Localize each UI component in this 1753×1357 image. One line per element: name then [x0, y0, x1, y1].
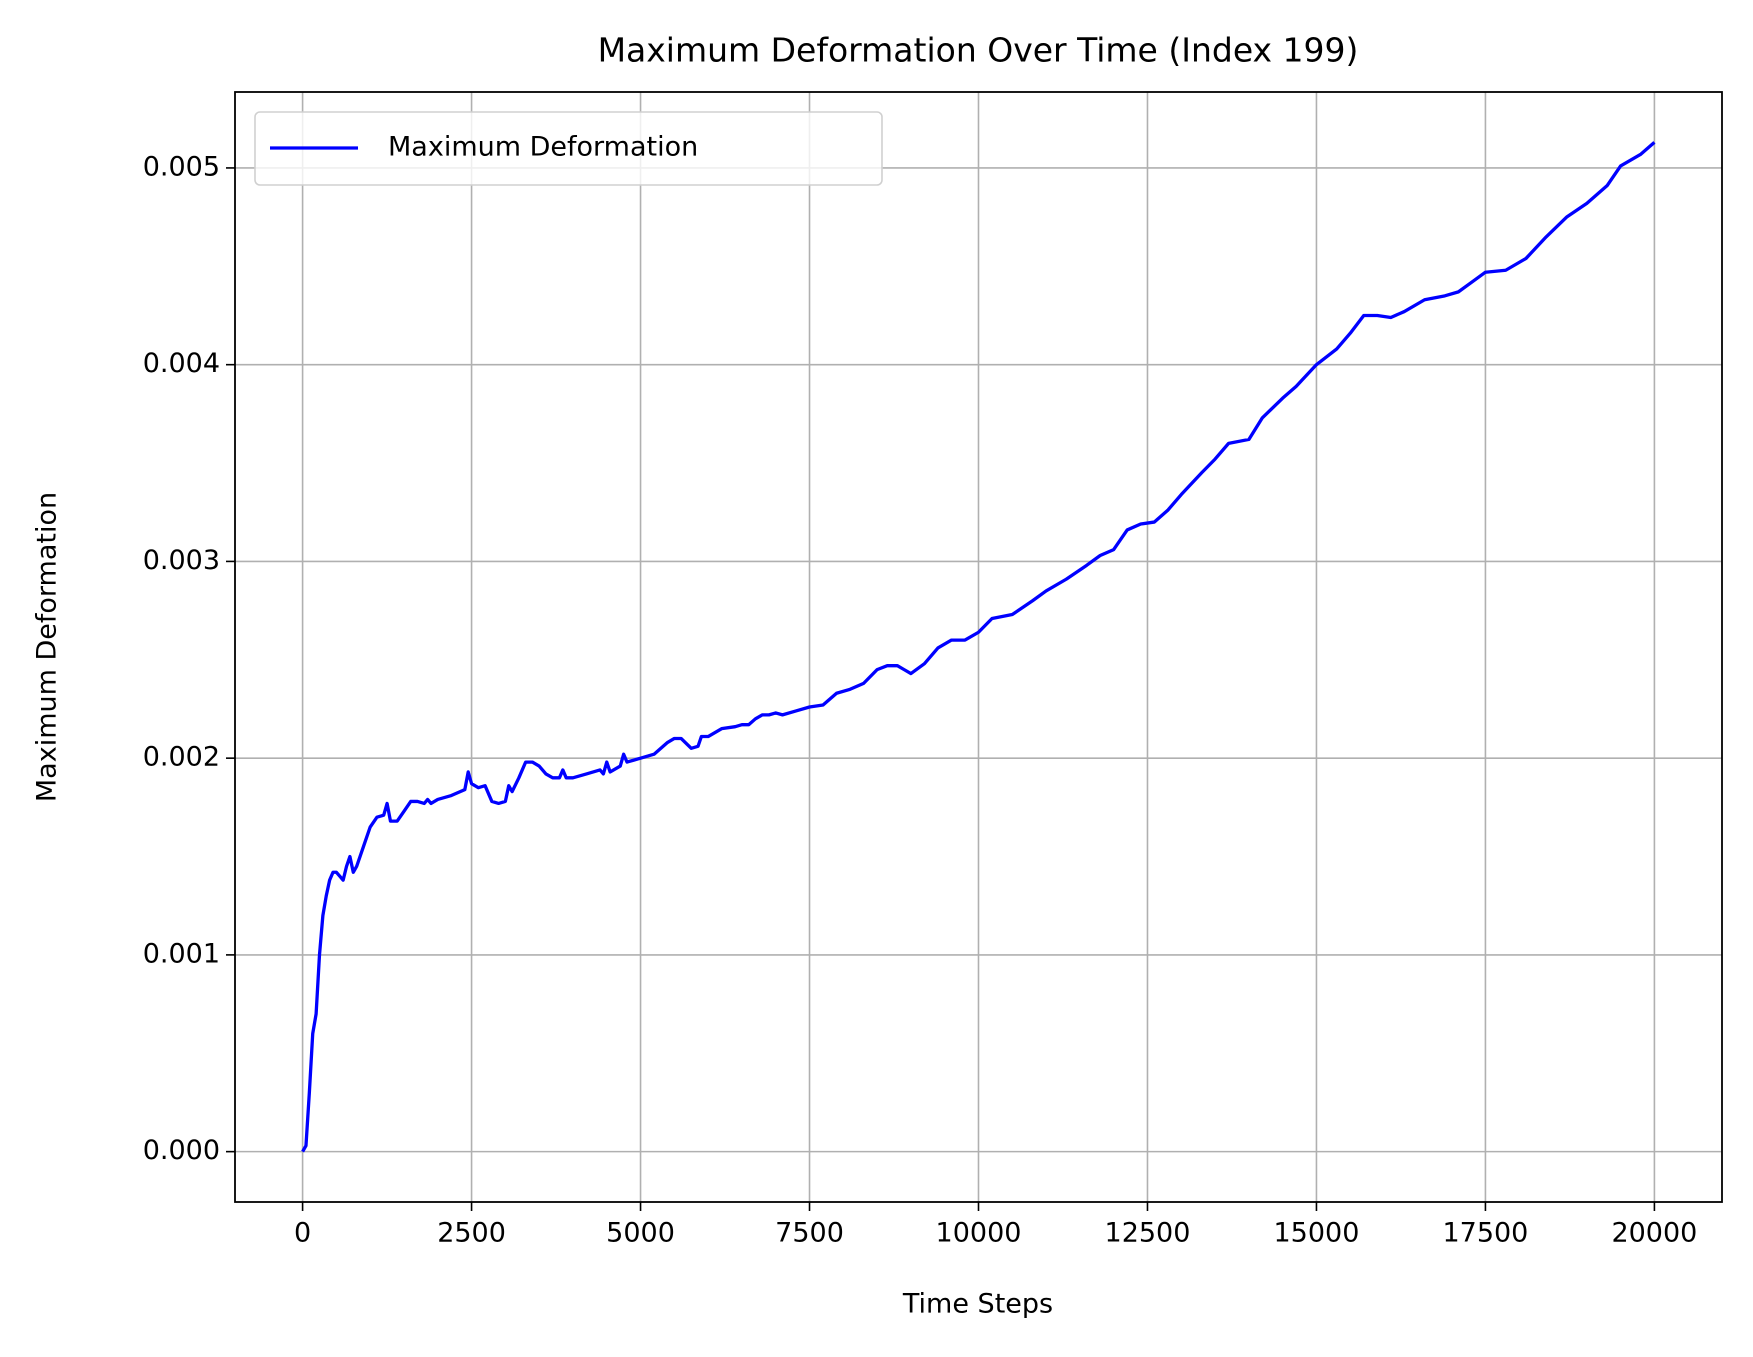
x-tick-label: 0 — [294, 1218, 311, 1249]
data-line — [301, 141, 1656, 1153]
y-tick-label: 0.002 — [143, 742, 220, 773]
x-tick-label: 7500 — [775, 1218, 844, 1249]
y-tick-label: 0.004 — [143, 348, 220, 379]
y-tick-label: 0.003 — [143, 545, 220, 576]
x-tick-label: 15000 — [1274, 1218, 1360, 1249]
x-axis-label: Time Steps — [902, 1289, 1053, 1320]
x-tick-label: 20000 — [1611, 1218, 1697, 1249]
chart-title: Maximum Deformation Over Time (Index 199… — [598, 31, 1359, 70]
y-tick-label: 0.001 — [143, 938, 220, 969]
x-tick-label: 2500 — [437, 1218, 506, 1249]
y-tick-label: 0.005 — [143, 151, 220, 182]
plot-frame — [234, 91, 1723, 1203]
x-tick-label: 10000 — [936, 1218, 1022, 1249]
x-tick-label: 5000 — [606, 1218, 675, 1249]
x-tick-label: 12500 — [1105, 1218, 1191, 1249]
y-tick-label: 0.000 — [143, 1135, 220, 1166]
legend-box — [254, 111, 883, 186]
legend-label: Maximum Deformation — [388, 132, 698, 163]
y-axis-label: Maximum Deformation — [32, 492, 63, 802]
x-tick-label: 17500 — [1442, 1218, 1528, 1249]
